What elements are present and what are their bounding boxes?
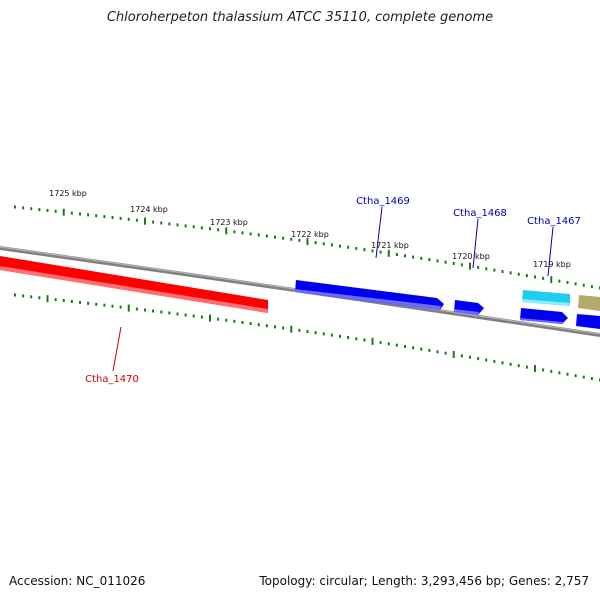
genome-summary-text: Topology: circular; Length: 3,293,456 bp… — [259, 574, 589, 588]
kbp-tick-label: 1725 kbp — [49, 189, 87, 198]
gene-label-leader — [375, 206, 383, 259]
kbp-tick-label: 1723 kbp — [210, 218, 248, 227]
outer-tick-ring — [14, 205, 600, 290]
gene-label-leader — [112, 326, 122, 372]
gene-label[interactable]: Ctha_1469 — [356, 196, 410, 207]
gene-label[interactable]: Ctha_1470 — [85, 374, 139, 385]
feature-olive[interactable] — [578, 295, 600, 311]
gene-label-group: Ctha_1469 Ctha_1468 Ctha_1467 Ctha_1470 — [85, 196, 581, 385]
gene-label[interactable]: Ctha_1467 — [527, 216, 581, 227]
kbp-tick-label: 1724 kbp — [130, 205, 168, 214]
gene-label-leader — [472, 218, 479, 269]
map-title: Chloroherpeton thalassium ATCC 35110, co… — [106, 10, 494, 25]
gene-label[interactable]: Ctha_1468 — [453, 208, 507, 219]
gene-ctha-1467-shade — [522, 299, 570, 306]
kbp-tick-label: 1722 kbp — [291, 230, 329, 239]
kbp-label-group: 1725 kbp 1724 kbp 1723 kbp 1722 kbp 1721 kbp… — [49, 189, 571, 269]
kbp-tick-label: 1721 kbp — [371, 241, 409, 250]
inner-tick-ring — [14, 293, 600, 382]
accession-text: Accession: NC_011026 — [9, 574, 146, 588]
gene-ctha-1469-shade — [295, 289, 441, 310]
gene-forward-edge[interactable] — [576, 314, 600, 329]
kbp-tick-label: 1720 kbp — [452, 252, 490, 261]
gene-ctha-1468-shade — [454, 309, 479, 315]
kbp-tick-label: 1719 kbp — [533, 260, 571, 269]
gene-forward-lower-shade — [520, 318, 563, 324]
gene-ctha-1470-shade — [0, 266, 268, 313]
gene-label-leader — [547, 226, 554, 277]
